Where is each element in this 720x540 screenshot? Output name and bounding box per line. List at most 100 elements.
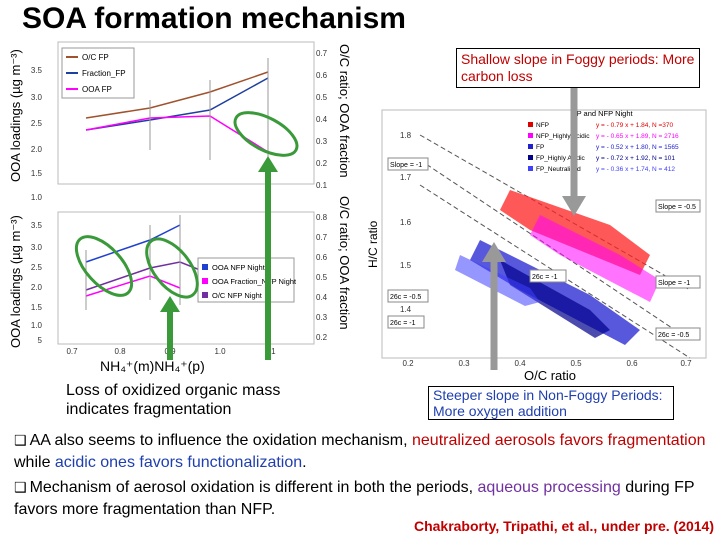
svg-text:0.2: 0.2 — [316, 333, 328, 342]
svg-text:0.8: 0.8 — [114, 347, 126, 356]
slope-label-4: 26c = -0.5 — [390, 294, 421, 301]
svg-text:0.4: 0.4 — [316, 293, 328, 302]
svg-text:0.3: 0.3 — [316, 313, 328, 322]
svg-text:FP_Highly Acidic: FP_Highly Acidic — [536, 155, 586, 162]
svg-text:0.7: 0.7 — [66, 347, 78, 356]
right-y-axis: 1.8 1.7 1.6 1.5 1.4 — [400, 131, 412, 314]
top-right-axis: 0.7 0.6 0.5 0.4 0.3 0.2 0.1 — [316, 49, 328, 190]
bullet-1-part-3: acidic ones favors functionalization — [54, 454, 303, 471]
callout-nonfoggy: Steeper slope in Non-Foggy Periods: More… — [428, 386, 674, 420]
svg-text:y = - 0.65 x + 1.89, N = 2716: y = - 0.65 x + 1.89, N = 2716 — [596, 133, 679, 140]
callout-fragmentation: Loss of oxidized organic mass indicates … — [66, 382, 281, 418]
right-ylabel-bottom: O/C ratio; OOA fraction — [337, 196, 352, 330]
svg-text:0.3: 0.3 — [316, 137, 328, 146]
right-ylabel: H/C ratio — [366, 220, 380, 268]
svg-text:y = - 0.36 x + 1.74, N = 412: y = - 0.36 x + 1.74, N = 412 — [596, 166, 675, 173]
svg-text:1.5: 1.5 — [31, 303, 43, 312]
svg-text:0.4: 0.4 — [316, 115, 328, 124]
svg-text:0.7: 0.7 — [316, 233, 328, 242]
top-series-oc — [85, 71, 269, 119]
svg-text:2.0: 2.0 — [31, 283, 43, 292]
arrow-head-foggy — [562, 196, 586, 216]
svg-text:3.0: 3.0 — [31, 243, 43, 252]
highlight-oval-bottom-1 — [145, 237, 199, 299]
right-legend: NFP y = - 0.79 x + 1.84, N =370 NFP_High… — [528, 122, 679, 173]
svg-text:5: 5 — [38, 336, 43, 345]
bullet-2-part-2: during FP favors more fragmentation than… — [14, 479, 695, 518]
bottom-legend-1: OOA Fraction_NFP Night — [212, 277, 297, 286]
top-legend-2: OOA FP — [82, 85, 112, 94]
arrow-head-nonfoggy — [482, 242, 506, 262]
svg-text:y = - 0.52 x + 1.80, N = 1565: y = - 0.52 x + 1.80, N = 1565 — [596, 144, 679, 151]
svg-text:1.5: 1.5 — [31, 169, 43, 178]
svg-text:3.0: 3.0 — [31, 93, 43, 102]
slope-label-6: 26c = -0.5 — [658, 332, 689, 339]
svg-text:0.5: 0.5 — [316, 93, 328, 102]
svg-text:0.2: 0.2 — [402, 359, 414, 368]
svg-text:NFP: NFP — [536, 122, 549, 129]
top-series-fraction — [85, 77, 269, 131]
svg-text:1.0: 1.0 — [214, 347, 226, 356]
svg-text:y = - 0.79 x + 1.84, N =370: y = - 0.79 x + 1.84, N =370 — [596, 122, 674, 129]
top-legend-0: O/C FP — [82, 53, 109, 62]
right-x-axis: 0.2 0.3 0.4 0.5 0.6 0.7 — [402, 359, 692, 368]
top-ylabel: OOA loadings (µg m⁻³) — [8, 49, 23, 182]
left-xlabel: NH₄⁺(m)NH₄⁺(p) — [100, 358, 205, 374]
legend-title: FP and NFP Night — [572, 109, 634, 118]
arrow-head-left — [160, 296, 180, 312]
bullet-2-part-1: aqueous processing — [477, 479, 621, 496]
svg-text:0.5: 0.5 — [570, 359, 582, 368]
svg-text:1.0: 1.0 — [31, 193, 43, 202]
bottom-legend-0: OOA NFP Night — [212, 263, 266, 272]
slide-title: SOA formation mechanism — [22, 2, 406, 35]
svg-text:0.6: 0.6 — [626, 359, 638, 368]
svg-text:0.1: 0.1 — [316, 181, 328, 190]
bottom-left-axis: 3.5 3.0 2.5 2.0 1.5 1.0 5 — [31, 221, 43, 345]
svg-text:2.5: 2.5 — [31, 263, 43, 272]
bullet-1-part-0: AA also seems to influence the oxidation… — [29, 432, 412, 449]
checkbox-bullet-icon: ❑ — [14, 433, 27, 449]
left-charts: O/C FP Fraction_FP OOA FP 3.5 3.0 2.5 2.… — [31, 41, 328, 360]
citation: Chakraborty, Tripathi, et al., under pre… — [413, 518, 714, 534]
svg-text:FP_Neutralized: FP_Neutralized — [536, 166, 581, 173]
slope-label-0: Slope = -1 — [390, 162, 422, 169]
highlight-oval-top — [233, 111, 299, 157]
svg-text:2.5: 2.5 — [31, 119, 43, 128]
svg-text:1.5: 1.5 — [400, 261, 412, 270]
svg-text:1.0: 1.0 — [31, 321, 43, 330]
svg-text:0.7: 0.7 — [316, 49, 328, 58]
bullet-1: ❑ AA also seems to influence the oxidatio… — [14, 430, 710, 473]
bullet-1-part-4: . — [302, 454, 307, 471]
svg-text:3.5: 3.5 — [31, 221, 43, 230]
cloud-fp-acidic — [500, 260, 610, 338]
slope-label-2: Slope = -1 — [658, 280, 690, 287]
bullet-1-part-1: neutralized aerosols favors fragmentatio… — [412, 432, 706, 449]
slope-label-5: 26c = -1 — [390, 320, 416, 327]
svg-text:0.3: 0.3 — [458, 359, 470, 368]
svg-text:1.8: 1.8 — [400, 131, 412, 140]
top-left-axis: 3.5 3.0 2.5 2.0 1.5 1.0 — [31, 66, 43, 202]
bullet-1-part-2: while — [14, 454, 55, 471]
svg-text:0.2: 0.2 — [316, 159, 328, 168]
bullet-2: ❑ Mechanism of aerosol oxidation is diffe… — [14, 477, 710, 520]
right-chart: Slope = -1 Slope = -0.5 Slope = -1 26c =… — [381, 70, 707, 370]
svg-text:FP: FP — [536, 144, 544, 151]
bullet-2-part-0: Mechanism of aerosol oxidation is differ… — [29, 479, 478, 496]
bottom-legend-2: O/C NFP Night — [212, 291, 263, 300]
svg-text:y = - 0.72 x + 1.92, N = 101: y = - 0.72 x + 1.92, N = 101 — [596, 155, 675, 162]
bottom-right-axis: 0.8 0.7 0.6 0.5 0.4 0.3 0.2 — [316, 213, 328, 342]
right-ylabel-top: O/C ratio; OOA fraction — [337, 44, 352, 178]
right-xlabel: O/C ratio — [524, 368, 577, 383]
svg-text:0.4: 0.4 — [514, 359, 526, 368]
checkbox-bullet-icon: ❑ — [14, 480, 27, 496]
svg-text:1.7: 1.7 — [400, 173, 412, 182]
slope-label-3: 26c = -1 — [532, 274, 558, 281]
svg-text:0.6: 0.6 — [316, 71, 328, 80]
bottom-ylabel: OOA loadings (µg m⁻³) — [8, 215, 23, 348]
svg-text:NFP_Highly Acidic: NFP_Highly Acidic — [536, 133, 590, 140]
cloud-nfp-acidic — [530, 215, 660, 302]
top-legend-1: Fraction_FP — [82, 69, 126, 78]
arrow-head-right — [258, 156, 278, 172]
svg-text:1.4: 1.4 — [400, 305, 412, 314]
svg-text:0.7: 0.7 — [680, 359, 692, 368]
